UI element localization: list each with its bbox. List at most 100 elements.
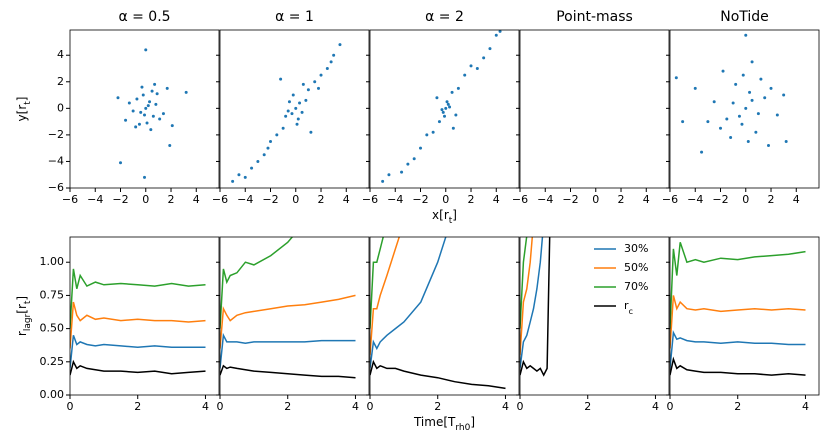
- series-line: [520, 237, 544, 369]
- point: [446, 102, 450, 106]
- point: [313, 80, 317, 84]
- x-tick-label: 4: [652, 400, 659, 413]
- x-tick-label: 0: [292, 193, 299, 206]
- x-tick-label: 0: [517, 400, 524, 413]
- x-tick-label: −4: [87, 193, 103, 206]
- point: [141, 93, 145, 97]
- point: [782, 93, 786, 97]
- point: [287, 100, 291, 104]
- point: [269, 140, 273, 144]
- point: [756, 112, 760, 116]
- point: [766, 144, 770, 148]
- point: [444, 106, 448, 110]
- series-line: [670, 356, 806, 376]
- point: [279, 77, 283, 81]
- point: [296, 117, 300, 121]
- point: [309, 130, 313, 134]
- x-axis-label-part: Time[T: [413, 415, 456, 429]
- legend-label-part: r: [624, 299, 629, 312]
- point: [674, 76, 678, 80]
- y-tick-label: −2: [48, 128, 64, 141]
- y-axis-label-part: r: [15, 331, 29, 336]
- point: [149, 128, 153, 132]
- axes-frame: [369, 236, 520, 396]
- x-tick-label: −6: [662, 193, 678, 206]
- point: [775, 113, 779, 117]
- point: [146, 104, 150, 108]
- point: [332, 53, 336, 57]
- x-tick-label: 4: [493, 193, 500, 206]
- point: [155, 92, 159, 96]
- point: [329, 60, 333, 64]
- series-line: [670, 329, 806, 369]
- y-tick-label: 0.00: [40, 388, 65, 401]
- x-axis-label-part: t: [449, 216, 453, 226]
- x-tick-label: −2: [262, 193, 278, 206]
- x-axis-label: x[rt]: [432, 208, 457, 226]
- y-axis-label-part: lagr: [23, 313, 33, 331]
- x-tick-label: 4: [502, 400, 509, 413]
- point: [143, 113, 146, 117]
- point: [451, 126, 455, 130]
- y-axis-label-part: ]: [15, 97, 29, 102]
- point: [294, 106, 298, 110]
- point: [441, 110, 445, 114]
- x-tick-label: 0: [442, 193, 449, 206]
- point: [306, 88, 310, 92]
- point: [338, 43, 342, 47]
- axes-frame: [519, 236, 670, 396]
- legend-label-part: c: [629, 306, 634, 316]
- series-line: [70, 335, 206, 369]
- y-tick-label: 0.25: [40, 355, 65, 368]
- x-tick-label: 0: [217, 400, 224, 413]
- x-tick-label: 2: [584, 400, 591, 413]
- y-axis-label: y[rt]: [15, 97, 33, 122]
- point: [482, 56, 486, 60]
- point: [243, 175, 247, 179]
- point: [763, 96, 767, 100]
- axes-frame: [669, 29, 820, 189]
- point: [693, 86, 697, 90]
- x-tick-label: 0: [667, 400, 674, 413]
- point: [729, 136, 733, 140]
- series-line: [370, 359, 506, 390]
- point: [450, 90, 454, 94]
- point: [168, 144, 172, 148]
- point: [286, 109, 290, 113]
- point: [165, 86, 169, 90]
- panel-title: α = 0.5: [118, 9, 170, 25]
- y-axis-label-part: ]: [15, 296, 29, 301]
- point: [463, 73, 467, 77]
- point: [300, 110, 304, 114]
- point: [135, 97, 139, 101]
- series-line: [70, 301, 206, 349]
- axes-frame: [369, 29, 520, 189]
- point: [437, 120, 441, 124]
- point: [143, 175, 146, 179]
- point: [443, 114, 446, 118]
- legend-label: 50%: [624, 261, 648, 274]
- point: [250, 166, 254, 170]
- point: [425, 133, 429, 137]
- y-tick-label: 1.00: [40, 255, 65, 268]
- x-tick-label: −2: [712, 193, 728, 206]
- point: [734, 82, 738, 86]
- x-tick-label: −2: [112, 193, 128, 206]
- point: [140, 85, 144, 89]
- series-line: [670, 242, 806, 329]
- x-tick-label: 0: [142, 193, 149, 206]
- plot-area: [370, 237, 506, 390]
- plot-area: [520, 237, 551, 377]
- panel-title: α = 1: [275, 9, 314, 25]
- series-line: [220, 332, 356, 369]
- y-axis-label-part: t: [23, 300, 33, 304]
- x-tick-label: −6: [62, 193, 78, 206]
- plot-area: [116, 48, 188, 179]
- point: [304, 98, 308, 102]
- series-line: [370, 237, 447, 369]
- point: [153, 82, 157, 86]
- x-tick-label: 4: [793, 193, 800, 206]
- y-tick-label: 2: [57, 75, 64, 88]
- y-tick-label: −4: [48, 154, 64, 167]
- point: [406, 162, 410, 166]
